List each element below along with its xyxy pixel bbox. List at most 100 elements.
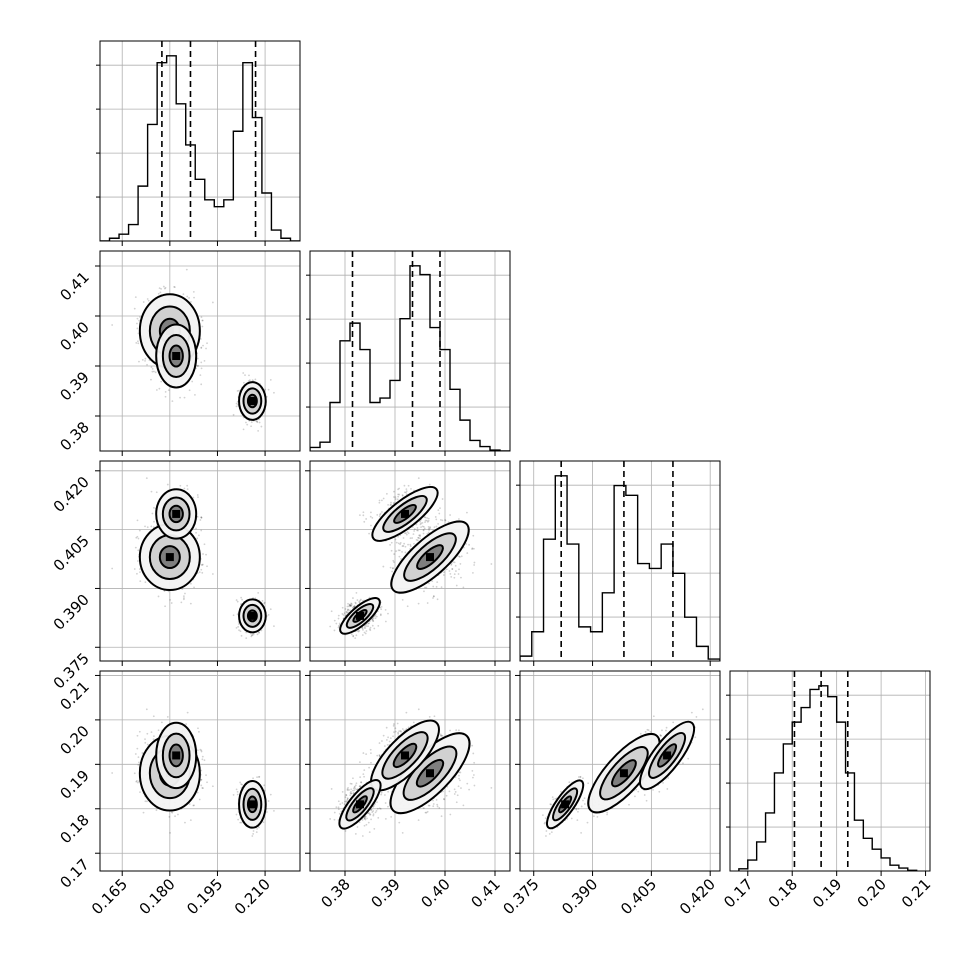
sample-point: [422, 532, 425, 535]
sample-point: [417, 602, 420, 605]
sample-point: [374, 615, 376, 617]
sample-point: [142, 301, 145, 303]
sample-point: [196, 537, 199, 540]
ytick-label-1-1: 0.39: [56, 368, 92, 404]
sample-point: [240, 596, 243, 599]
sample-point: [248, 379, 251, 382]
sample-point: [390, 541, 393, 544]
sample-point: [453, 576, 456, 579]
sample-point: [236, 390, 239, 392]
sample-point: [201, 319, 204, 322]
sample-point: [355, 591, 358, 594]
sample-point: [490, 563, 493, 565]
sample-point: [417, 477, 420, 480]
sample-point: [152, 738, 155, 741]
sample-point: [370, 524, 372, 527]
sample-point: [380, 605, 383, 608]
histogram-line-2: [520, 475, 720, 661]
sample-point: [358, 600, 361, 603]
sample-point: [164, 391, 167, 393]
sample-point: [360, 598, 362, 601]
sample-point: [412, 533, 415, 535]
sample-point: [424, 519, 427, 522]
sample-point: [235, 599, 238, 601]
sample-point: [192, 290, 195, 293]
sample-point: [189, 300, 192, 303]
sample-point: [394, 538, 397, 541]
sample-point: [371, 516, 374, 519]
sample-point: [346, 605, 349, 608]
sample-point: [453, 561, 456, 564]
sample-point: [369, 515, 372, 518]
sample-point: [407, 532, 410, 535]
sample-point: [458, 555, 461, 558]
sample-point: [167, 389, 170, 391]
sample-point: [393, 553, 396, 555]
sample-point: [238, 629, 240, 632]
sample-point: [196, 516, 199, 518]
sample-point: [397, 495, 400, 498]
sample-point: [441, 519, 444, 522]
sample-point: [405, 532, 407, 535]
sample-point: [359, 599, 362, 602]
sample-point: [415, 523, 418, 526]
sample-point: [273, 391, 275, 394]
sample-point: [371, 624, 374, 627]
sample-point: [404, 551, 407, 554]
sample-point: [437, 509, 440, 512]
sample-point: [405, 490, 408, 493]
sample-point: [427, 525, 430, 528]
sample-point: [236, 613, 239, 616]
sample-point: [211, 785, 214, 788]
sample-point: [367, 622, 370, 625]
sample-point: [405, 533, 408, 536]
sample-point: [382, 497, 385, 500]
sample-point: [409, 543, 412, 546]
sample-point: [405, 491, 407, 494]
sample-point: [241, 598, 244, 601]
sample-point: [137, 549, 140, 552]
sample-point: [137, 332, 140, 335]
sample-point: [438, 512, 441, 515]
sample-point: [235, 402, 238, 405]
sample-point: [236, 790, 239, 793]
ytick-label-1-3: 0.41: [56, 268, 92, 304]
sample-point: [195, 531, 197, 534]
sample-point: [416, 539, 419, 542]
sample-point: [472, 547, 475, 550]
sample-point: [428, 483, 431, 486]
sample-point: [353, 605, 356, 608]
sample-point: [338, 622, 341, 625]
sample-point: [398, 555, 401, 558]
sample-point: [441, 498, 444, 500]
sample-point: [136, 560, 139, 562]
sample-point: [432, 595, 435, 598]
sample-point: [413, 542, 415, 545]
sample-point: [439, 507, 441, 510]
sample-point: [404, 545, 407, 548]
sample-point: [429, 527, 431, 530]
sample-point: [341, 613, 344, 615]
sample-point: [439, 518, 442, 521]
sample-point: [134, 546, 137, 549]
sample-point: [242, 428, 245, 431]
axes-frame-1-1: [309, 250, 511, 452]
sample-point: [200, 516, 203, 519]
sample-point: [397, 549, 400, 552]
sample-point: [183, 396, 186, 399]
sample-point: [250, 421, 253, 424]
sample-point: [429, 526, 432, 529]
sample-point: [440, 586, 443, 589]
sample-point: [205, 553, 207, 556]
sample-point: [346, 608, 349, 611]
sample-point: [419, 534, 421, 537]
sample-point: [144, 800, 147, 803]
scatter-panel-1-0: 0.380.390.400.41: [56, 250, 301, 456]
sample-point: [201, 319, 204, 322]
sample-point: [198, 534, 200, 537]
sample-point: [424, 516, 427, 519]
sample-point: [403, 484, 406, 487]
sample-point: [365, 518, 368, 520]
sample-point: [151, 367, 154, 370]
sample-point: [173, 286, 176, 289]
